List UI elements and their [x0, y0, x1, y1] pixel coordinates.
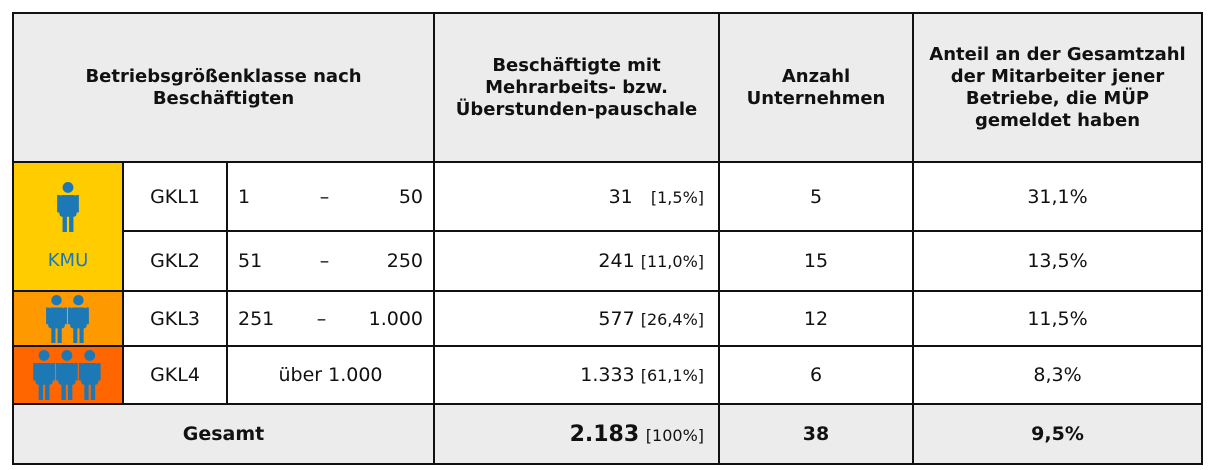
- text: 1.333: [580, 364, 635, 386]
- text: [11,0%]: [640, 252, 705, 271]
- row: KMU GKL1 1 – 50 31 [1,5%] 5 31,1%: [12, 161, 1204, 292]
- cell: 2.183 [100%]: [433, 403, 721, 465]
- text: –: [319, 185, 330, 208]
- text: 1: [238, 185, 251, 208]
- cell: 1.333 [61,1%]: [433, 345, 721, 405]
- kmu-cell: KMU: [12, 161, 124, 292]
- cell: 1 – 50: [225, 161, 436, 232]
- cell: 38: [718, 403, 915, 465]
- icon-cell: [12, 345, 124, 405]
- cell: GKL2: [122, 230, 228, 292]
- cell: 15: [718, 230, 915, 292]
- person-icon: [57, 182, 79, 232]
- header-row: Betriebsgrößenklasse nach Beschäftigten …: [11, 12, 1204, 163]
- text: –: [316, 307, 327, 330]
- text: 50: [398, 185, 423, 208]
- cell: 6: [718, 345, 915, 405]
- text: [26,4%]: [640, 309, 705, 329]
- text: [61,1%]: [640, 366, 705, 385]
- cell: GKL4: [122, 345, 228, 405]
- cell: 31,1%: [912, 161, 1204, 232]
- text: [1,5%]: [650, 187, 705, 207]
- text: 1.000: [368, 307, 424, 330]
- header-cell: Anteil an der Gesamtzahl der Mitarbeiter…: [912, 12, 1204, 163]
- text: 51: [238, 250, 263, 272]
- table: Betriebsgrößenklasse nach Beschäftigten …: [11, 12, 1204, 465]
- header-cell: Beschäftigte mit Mehrarbeits- bzw. Übers…: [433, 12, 721, 163]
- text: 31: [608, 185, 633, 208]
- persons-icon: [46, 294, 89, 343]
- cell: 31 [1,5%]: [433, 161, 721, 232]
- row: GKL2 51 – 250 241 [11,0%] 15 13,5%: [13, 230, 1204, 292]
- cell: 8,3%: [912, 345, 1204, 405]
- cell: über 1.000: [225, 345, 436, 405]
- header-cell: Betriebsgrößenklasse nach Beschäftigten: [11, 12, 436, 163]
- cell: GKL3: [122, 290, 228, 347]
- cell: Gesamt: [11, 403, 436, 465]
- icon-cell: [12, 290, 124, 347]
- cell: GKL1: [122, 161, 228, 232]
- cell: 12: [718, 290, 915, 347]
- row: GKL4 über 1.000 1.333 [61,1%] 6 8,3%: [12, 345, 1204, 405]
- cell: 577 [26,4%]: [433, 290, 721, 347]
- text: 2.183: [569, 421, 640, 447]
- total-row: Gesamt 2.183 [100%] 38 9,5%: [11, 403, 1204, 465]
- cell: 51 – 250: [225, 230, 436, 292]
- cell: 9,5%: [912, 403, 1204, 465]
- persons-icon: [33, 350, 101, 400]
- text: 577: [598, 307, 635, 330]
- text: 241: [598, 250, 635, 272]
- header-cell: Anzahl Unternehmen: [718, 12, 915, 163]
- cell: 13,5%: [912, 230, 1204, 292]
- cell: 251 – 1.000: [225, 290, 436, 347]
- text: [100%]: [645, 425, 705, 445]
- cell: 11,5%: [912, 290, 1204, 347]
- cell: 5: [718, 161, 915, 232]
- text: 251: [238, 307, 275, 330]
- kmu-label: KMU: [47, 250, 89, 271]
- cell: 241 [11,0%]: [433, 230, 721, 292]
- text: 250: [386, 250, 424, 272]
- text: –: [319, 250, 330, 272]
- row: GKL3 251 – 1.000 577 [26,4%] 12 11,5%: [12, 290, 1204, 347]
